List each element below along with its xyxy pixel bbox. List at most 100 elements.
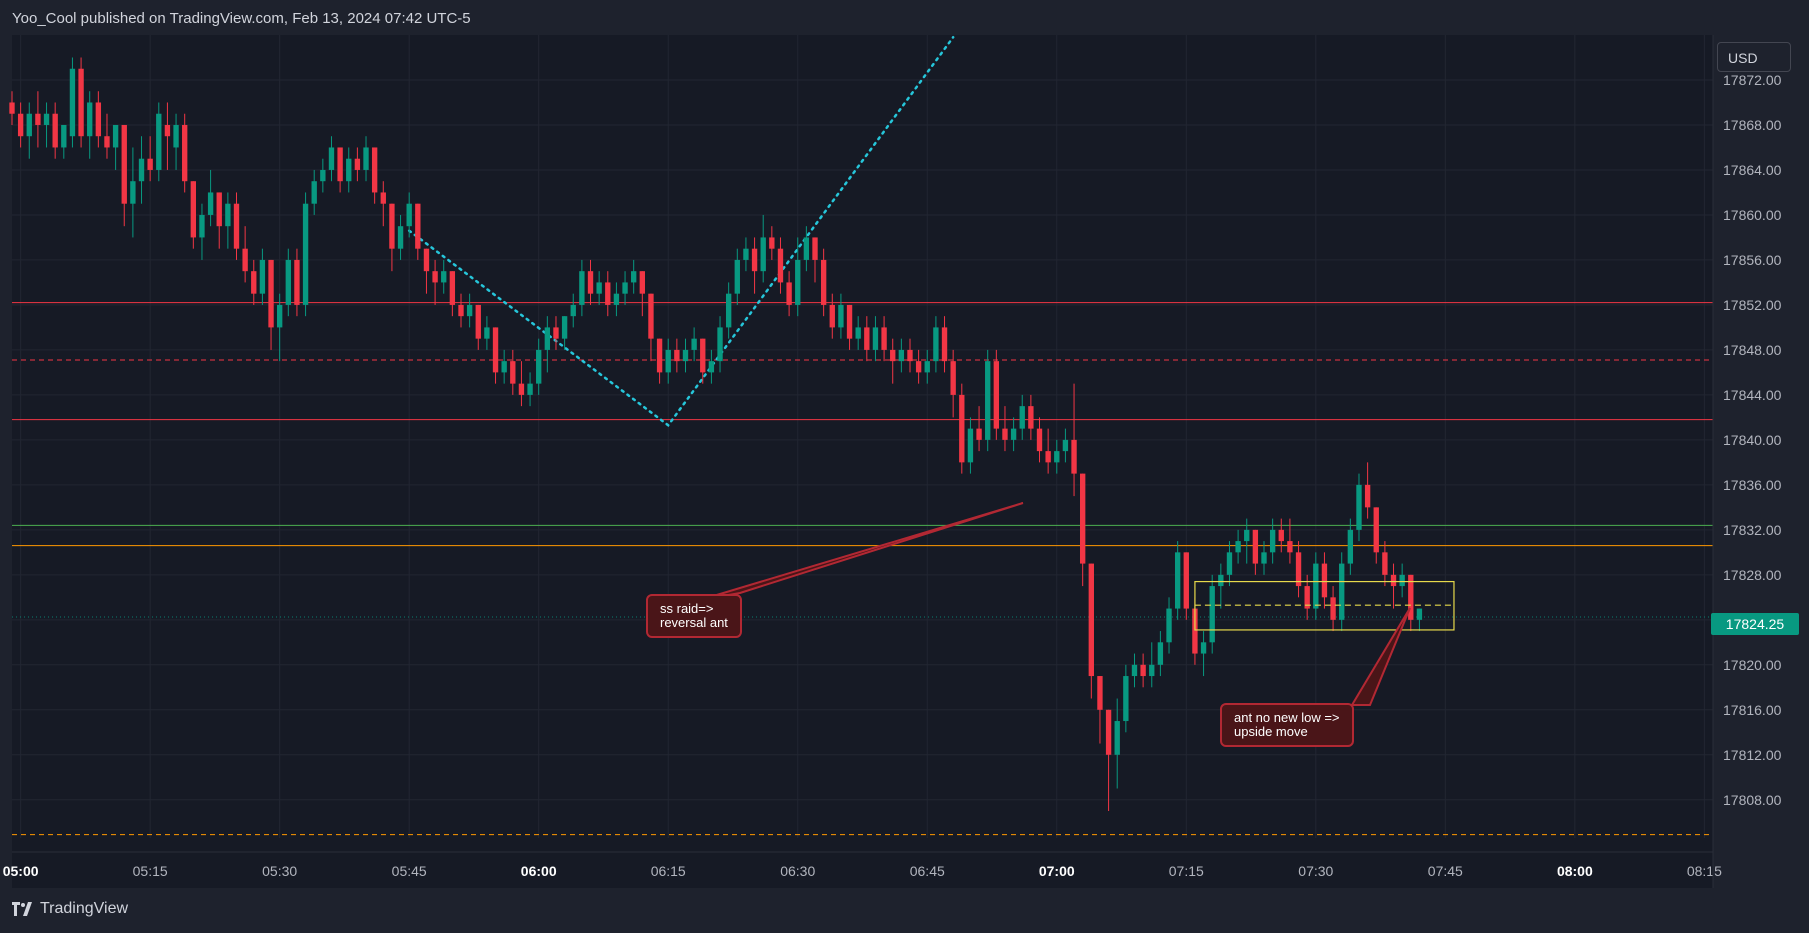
candle: [639, 271, 645, 317]
candle-body: [1209, 586, 1215, 643]
candle-body: [1339, 563, 1345, 620]
candle-body: [311, 181, 317, 204]
candle: [734, 248, 740, 305]
candle: [216, 192, 222, 249]
annotation-ss-raid[interactable]: ss raid=> reversal ant: [646, 594, 742, 638]
candle: [510, 349, 516, 395]
candle-body: [1364, 484, 1371, 508]
candle-body: [1416, 608, 1423, 620]
candle-body: [674, 349, 680, 362]
candle-body: [907, 349, 913, 362]
candle-body: [354, 158, 361, 170]
candle: [423, 248, 430, 294]
candle: [104, 113, 110, 159]
candle: [380, 181, 386, 227]
candle-body: [941, 327, 948, 362]
candle: [182, 113, 188, 193]
candle-body: [1183, 552, 1189, 609]
candle-body: [1114, 721, 1120, 755]
candle: [1019, 394, 1025, 440]
candle: [993, 349, 1000, 440]
candle-body: [484, 327, 490, 339]
candle: [225, 192, 231, 249]
candle-body: [812, 237, 818, 260]
candle: [846, 304, 853, 350]
candle: [354, 147, 361, 182]
candle-body: [1157, 642, 1164, 665]
candle-body: [328, 147, 335, 170]
candle-body: [993, 361, 1000, 429]
candle: [432, 259, 438, 305]
candle: [475, 304, 481, 350]
candle-body: [1105, 709, 1112, 755]
y-tick-label: 17812.00: [1723, 747, 1782, 763]
x-tick-label: 07:45: [1428, 863, 1463, 879]
candle-body: [268, 259, 274, 328]
x-tick-label: 05:15: [133, 863, 168, 879]
candle: [518, 361, 525, 407]
candle: [95, 91, 102, 148]
candle: [933, 316, 939, 373]
candle: [941, 316, 948, 373]
x-tick-label: 06:15: [651, 863, 686, 879]
candle: [1174, 541, 1181, 620]
candle: [1114, 698, 1120, 789]
candle: [924, 349, 930, 384]
range-box: [1194, 580, 1455, 631]
candle-body: [751, 248, 758, 272]
candle-body: [872, 327, 879, 350]
candle-body: [631, 271, 637, 283]
candle: [898, 338, 905, 373]
y-tick-label: 17808.00: [1723, 792, 1782, 808]
candle-body: [320, 169, 326, 182]
candle-body: [466, 304, 473, 317]
candle-body: [251, 271, 257, 294]
y-tick-label: 17864.00: [1723, 162, 1782, 178]
candle: [760, 214, 766, 283]
callout-pointer-no-new-low: [1350, 607, 1411, 706]
candle-body: [1080, 473, 1086, 564]
annotation-no-new-low[interactable]: ant no new low => upside move: [1220, 703, 1354, 747]
candle: [1097, 676, 1103, 744]
candle-body: [1244, 529, 1250, 542]
candle-body: [475, 304, 481, 339]
candle: [406, 192, 412, 238]
candle: [743, 237, 749, 272]
chart-pane[interactable]: [12, 35, 1713, 888]
candle: [864, 316, 870, 362]
candle-body: [967, 428, 974, 463]
tradingview-logo[interactable]: TradingView: [12, 900, 128, 918]
candle-body: [415, 203, 421, 249]
candle-body: [1192, 608, 1198, 654]
candle: [553, 316, 559, 350]
candle: [700, 338, 706, 384]
candle-body: [294, 259, 300, 305]
candle: [1416, 608, 1423, 632]
candle-body: [1313, 563, 1319, 609]
candle-body: [1054, 451, 1060, 463]
candle: [268, 259, 274, 350]
candle: [1226, 541, 1233, 587]
candle: [1062, 428, 1069, 463]
candle-body: [380, 192, 386, 204]
candle: [579, 259, 585, 317]
candle-body: [112, 124, 119, 148]
candle-body: [1390, 574, 1397, 587]
candle: [1218, 563, 1224, 609]
candle: [337, 147, 343, 193]
candle: [648, 293, 654, 362]
candle: [130, 147, 136, 238]
candle: [69, 57, 76, 148]
candle-body: [1269, 529, 1276, 553]
candle-body: [104, 136, 110, 148]
candle: [708, 349, 715, 384]
currency-button[interactable]: USD: [1717, 42, 1791, 72]
brand-name: TradingView: [40, 900, 129, 917]
candle: [751, 237, 758, 294]
candle-body: [199, 214, 205, 238]
candle: [302, 192, 309, 317]
candle: [725, 282, 732, 339]
candle: [1105, 709, 1112, 812]
candle: [959, 383, 965, 474]
